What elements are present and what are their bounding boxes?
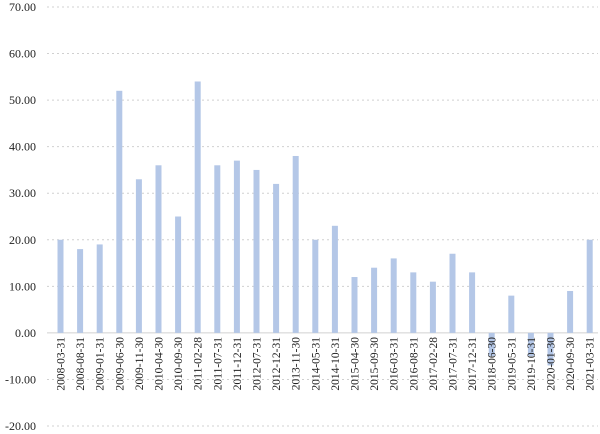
bar <box>155 165 162 333</box>
y-tick-label: 40.00 <box>9 140 36 154</box>
x-tick-label: 2013-11-30 <box>291 337 303 390</box>
x-tick-label: 2008-03-31 <box>56 337 68 391</box>
x-tick-label: 2009-01-31 <box>95 337 107 391</box>
y-tick-label: 10.00 <box>9 279 36 293</box>
y-tick-label: 70.00 <box>9 0 36 14</box>
x-tick-label: 2009-11-30 <box>134 337 146 390</box>
bar <box>351 277 358 333</box>
x-tick-label: 2010-09-30 <box>173 337 185 391</box>
bar <box>77 249 84 333</box>
x-tick-label: 2017-07-31 <box>448 337 460 391</box>
y-tick-label: 20.00 <box>9 233 36 247</box>
bar <box>273 183 280 333</box>
bar <box>410 272 417 333</box>
bar <box>449 253 456 333</box>
x-tick-label: 2017-02-28 <box>428 337 440 391</box>
x-tick-label: 2020-09-30 <box>565 337 577 391</box>
x-tick-label: 2011-07-31 <box>212 337 224 390</box>
x-tick-label: 2011-12-31 <box>232 337 244 390</box>
x-tick-label: 2015-09-30 <box>369 337 381 391</box>
y-tick-label: 60.00 <box>9 47 36 61</box>
x-tick-label: 2014-10-31 <box>330 337 342 391</box>
bar <box>390 258 397 333</box>
bar <box>469 272 476 333</box>
bar <box>508 295 515 333</box>
bar <box>233 160 240 333</box>
x-tick-label: 2012-07-31 <box>252 337 264 391</box>
x-tick-label: 2009-06-30 <box>114 337 126 391</box>
bar <box>312 239 319 333</box>
x-tick-label: 2015-04-30 <box>350 337 362 391</box>
x-tick-label: 2012-12-31 <box>271 337 283 391</box>
bar <box>567 290 574 333</box>
bar <box>96 244 103 333</box>
bar <box>292 155 299 333</box>
x-tick-label: 2018-06-30 <box>487 337 499 391</box>
x-tick-label: 2020-01-30 <box>546 337 558 391</box>
bar <box>57 239 64 333</box>
x-tick-label: 2008-08-31 <box>75 337 87 391</box>
bar <box>488 332 495 357</box>
x-tick-label: 2016-08-31 <box>408 337 420 391</box>
x-tick-label: 2019-05-31 <box>506 337 518 391</box>
x-tick-label: 2017-12-31 <box>467 337 479 391</box>
bar <box>214 165 221 333</box>
bar <box>194 81 201 333</box>
y-axis-tick-labels: 70.00 60.00 50.00 40.00 30.00 20.00 10.00 0.00 -… <box>5 0 36 433</box>
x-tick-label: 2014-05-31 <box>310 337 322 391</box>
y-tick-label: -10.00 <box>5 372 36 386</box>
x-tick-label: 2021-03-31 <box>585 337 597 391</box>
x-tick-label: 2011-02-28 <box>193 337 205 390</box>
bars <box>57 81 593 366</box>
bar <box>331 225 338 333</box>
y-tick-label: 50.00 <box>9 93 36 107</box>
bar <box>253 169 260 333</box>
bar <box>116 90 123 333</box>
x-axis-tick-labels: 2008-03-31 2008-08-31 2009-01-31 2009-06-30… <box>56 337 597 391</box>
x-tick-label: 2016-03-31 <box>389 337 401 391</box>
bar <box>547 332 554 366</box>
y-tick-label: -20.00 <box>5 419 36 433</box>
y-tick-label: 30.00 <box>9 186 36 200</box>
x-tick-label: 2010-04-30 <box>154 337 166 391</box>
bar <box>429 281 436 333</box>
x-tick-label: 2019-10-31 <box>526 337 538 391</box>
bar <box>175 216 182 333</box>
bar <box>371 267 378 333</box>
bar <box>527 332 534 357</box>
bar <box>586 239 593 333</box>
bar <box>135 179 142 333</box>
y-tick-label: 0.00 <box>15 326 36 340</box>
